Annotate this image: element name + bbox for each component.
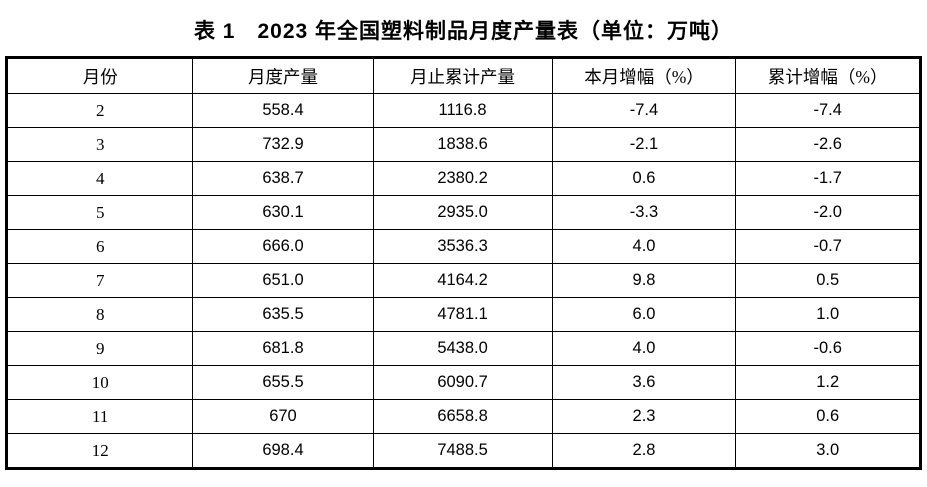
month-cell: 8 bbox=[5, 297, 194, 332]
table-row: 9 681.8 5438.0 4.0 -0.6 bbox=[5, 331, 921, 366]
table-row: 11 670 6658.8 2.3 0.6 bbox=[5, 399, 921, 434]
value-cell: 6658.8 bbox=[372, 399, 553, 434]
value-cell: 2.8 bbox=[551, 433, 737, 469]
value-cell: 0.6 bbox=[735, 399, 921, 434]
value-cell: 2935.0 bbox=[372, 195, 553, 230]
value-cell: -0.6 bbox=[735, 331, 921, 366]
table-row: 5 630.1 2935.0 -3.3 -2.0 bbox=[5, 195, 921, 230]
column-header: 月份 bbox=[5, 57, 194, 94]
month-cell: 11 bbox=[5, 399, 194, 434]
value-cell: 3.6 bbox=[551, 365, 737, 400]
table-body: 2 558.4 1116.8 -7.4 -7.4 3 732.9 1838.6 -2.1 -2.6… bbox=[5, 93, 921, 469]
month-cell: 9 bbox=[5, 331, 194, 366]
value-cell: 638.7 bbox=[192, 161, 374, 196]
month-cell: 4 bbox=[5, 161, 194, 196]
value-cell: 3.0 bbox=[735, 433, 921, 469]
value-cell: 558.4 bbox=[192, 93, 374, 128]
value-cell: 651.0 bbox=[192, 263, 374, 298]
value-cell: 1838.6 bbox=[372, 127, 553, 162]
value-cell: 1.0 bbox=[735, 297, 921, 332]
value-cell: 5438.0 bbox=[372, 331, 553, 366]
value-cell: 7488.5 bbox=[372, 433, 553, 469]
column-header: 累计增幅（%） bbox=[735, 57, 921, 94]
table-row: 4 638.7 2380.2 0.6 -1.7 bbox=[5, 161, 921, 196]
value-cell: 0.5 bbox=[735, 263, 921, 298]
value-cell: -7.4 bbox=[735, 93, 921, 128]
value-cell: 630.1 bbox=[192, 195, 374, 230]
value-cell: 0.6 bbox=[551, 161, 737, 196]
value-cell: 698.4 bbox=[192, 433, 374, 469]
month-cell: 6 bbox=[5, 229, 194, 264]
value-cell: 9.8 bbox=[551, 263, 737, 298]
table-row: 7 651.0 4164.2 9.8 0.5 bbox=[5, 263, 921, 298]
value-cell: 655.5 bbox=[192, 365, 374, 400]
value-cell: 2380.2 bbox=[372, 161, 553, 196]
column-header: 月止累计产量 bbox=[372, 57, 553, 94]
value-cell: -2.0 bbox=[735, 195, 921, 230]
value-cell: 1.2 bbox=[735, 365, 921, 400]
value-cell: 4.0 bbox=[551, 331, 737, 366]
column-header: 本月增幅（%） bbox=[551, 57, 737, 94]
table-row: 6 666.0 3536.3 4.0 -0.7 bbox=[5, 229, 921, 264]
month-cell: 12 bbox=[5, 433, 194, 469]
value-cell: 3536.3 bbox=[372, 229, 553, 264]
value-cell: 2.3 bbox=[551, 399, 737, 434]
value-cell: 681.8 bbox=[192, 331, 374, 366]
table-row: 2 558.4 1116.8 -7.4 -7.4 bbox=[5, 93, 921, 128]
value-cell: 4781.1 bbox=[372, 297, 553, 332]
value-cell: 6090.7 bbox=[372, 365, 553, 400]
column-header: 月度产量 bbox=[192, 57, 374, 94]
month-cell: 7 bbox=[5, 263, 194, 298]
month-cell: 5 bbox=[5, 195, 194, 230]
value-cell: 4.0 bbox=[551, 229, 737, 264]
table-row: 3 732.9 1838.6 -2.1 -2.6 bbox=[5, 127, 921, 162]
value-cell: 732.9 bbox=[192, 127, 374, 162]
table-title: 表 1 2023 年全国塑料制品月度产量表（单位：万吨） bbox=[193, 20, 734, 43]
value-cell: -2.6 bbox=[735, 127, 921, 162]
value-cell: 635.5 bbox=[192, 297, 374, 332]
value-cell: -3.3 bbox=[551, 195, 737, 230]
value-cell: -0.7 bbox=[735, 229, 921, 264]
value-cell: 670 bbox=[192, 399, 374, 434]
table-row: 10 655.5 6090.7 3.6 1.2 bbox=[5, 365, 921, 400]
value-cell: 6.0 bbox=[551, 297, 737, 332]
month-cell: 10 bbox=[5, 365, 194, 400]
value-cell: 4164.2 bbox=[372, 263, 553, 298]
value-cell: 1116.8 bbox=[372, 93, 553, 128]
table-row: 12 698.4 7488.5 2.8 3.0 bbox=[5, 433, 921, 469]
value-cell: -1.7 bbox=[735, 161, 921, 196]
value-cell: 666.0 bbox=[192, 229, 374, 264]
table-row: 8 635.5 4781.1 6.0 1.0 bbox=[5, 297, 921, 332]
month-cell: 3 bbox=[5, 127, 194, 162]
value-cell: -2.1 bbox=[551, 127, 737, 162]
table-header-row: 月份 月度产量 月止累计产量 本月增幅（%） 累计增幅（%） bbox=[5, 57, 921, 94]
value-cell: -7.4 bbox=[551, 93, 737, 128]
monthly-production-table: 月份 月度产量 月止累计产量 本月增幅（%） 累计增幅（%） 2 558.4 1116.8-… bbox=[5, 56, 922, 470]
month-cell: 2 bbox=[5, 93, 194, 128]
